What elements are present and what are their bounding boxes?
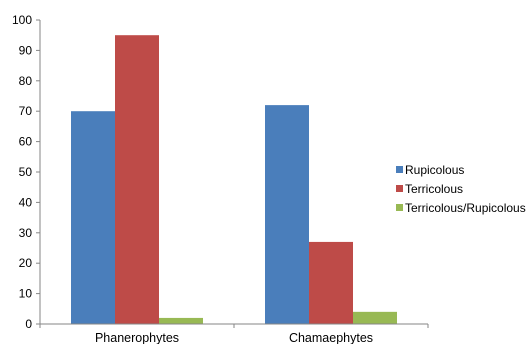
legend-swatch (396, 166, 403, 173)
y-tick-label: 0 (25, 317, 32, 331)
y-tick-label: 30 (19, 226, 33, 240)
x-axis-ticks (39, 324, 429, 328)
x-category-label: Chamaephytes (289, 331, 373, 344)
legend-swatch (396, 185, 403, 192)
y-tick-label: 100 (12, 13, 32, 27)
legend-swatch (396, 204, 403, 211)
bar-terricolous-rupicolous-phanerophytes (159, 317, 203, 324)
legend: Rupicolous Terricolous Terricolous/Rupicol… (396, 163, 526, 215)
bar-rupicolous-chamaephytes (265, 105, 309, 325)
y-tick-label: 90 (19, 43, 33, 57)
y-tick-label: 40 (19, 195, 33, 209)
bar-terricolous-chamaephytes (309, 241, 353, 324)
legend-label: Terricolous/Rupicolous (405, 201, 526, 215)
x-category-label: Phanerophytes (95, 331, 179, 344)
bar-terricolous-rupicolous-chamaephytes (353, 311, 397, 324)
y-tick-label: 60 (19, 135, 33, 149)
legend-label: Rupicolous (405, 163, 464, 177)
bars-group (71, 35, 397, 325)
y-axis-ticks: 0 10 20 30 40 50 60 70 80 90 100 (12, 13, 40, 331)
category-labels: Phanerophytes Chamaephytes (95, 331, 373, 344)
y-tick-label: 80 (19, 74, 33, 88)
y-tick-label: 10 (19, 287, 33, 301)
bar-terricolous-phanerophytes (115, 35, 159, 324)
y-tick-label: 70 (19, 104, 33, 118)
legend-label: Terricolous (405, 182, 463, 196)
y-tick-label: 20 (19, 256, 33, 270)
bar-rupicolous-phanerophytes (71, 111, 115, 324)
y-tick-label: 50 (19, 165, 33, 179)
